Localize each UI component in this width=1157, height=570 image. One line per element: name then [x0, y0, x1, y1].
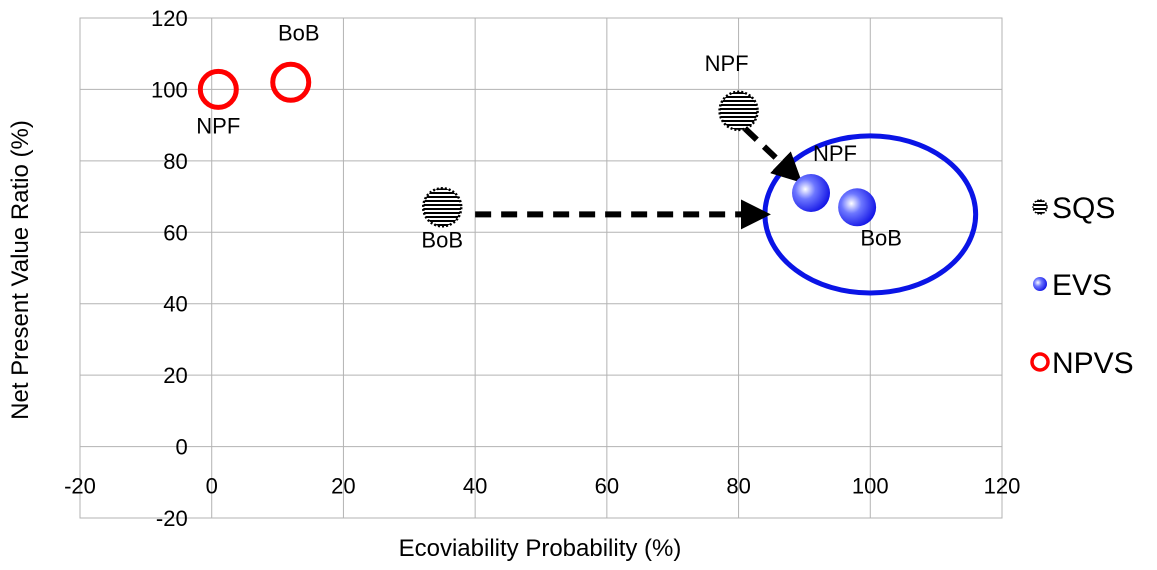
legend: SQS EVS NPVS — [1030, 192, 1134, 380]
y-axis-title: Net Present Value Ratio (%) — [7, 120, 34, 420]
point-label: NPF — [813, 141, 857, 166]
npvs-point — [270, 61, 312, 103]
point-label: BoB — [421, 227, 463, 252]
legend-swatch-sqs — [1032, 199, 1048, 215]
legend-swatch-evs — [1033, 277, 1047, 291]
x-tick-label: 100 — [852, 474, 889, 499]
plot-frame — [79, 17, 1003, 519]
legend-swatch-npvs — [1030, 352, 1050, 372]
y-tick-label: 100 — [151, 77, 188, 102]
annotation-layer — [475, 126, 979, 296]
y-tick-label: 80 — [163, 149, 187, 174]
legend-label: SQS — [1052, 192, 1115, 225]
transition-arrow — [743, 126, 803, 183]
y-tick-label: 40 — [163, 292, 187, 317]
x-tick-label: -20 — [64, 474, 96, 499]
npvs-point — [197, 68, 239, 110]
x-tick-label: 60 — [595, 474, 619, 499]
x-tick-label: 0 — [206, 474, 218, 499]
axis-labels-layer: -20 0 20 40 60 80 100 120 -20 0 20 40 60 80 100 120 — [64, 6, 1020, 531]
sqs-point — [421, 187, 463, 228]
point-label: BoB — [860, 225, 902, 250]
y-tick-label: 20 — [163, 363, 187, 388]
legend-label: NPVS — [1052, 347, 1134, 380]
x-tick-label: 40 — [463, 474, 487, 499]
y-tick-label: 120 — [151, 6, 188, 31]
points-layer: BoB NPF NPF BoB NPF BoB — [196, 20, 902, 252]
x-axis-title: Ecoviability Probability (%) — [399, 535, 682, 562]
sqs-point — [718, 90, 759, 132]
x-tick-label: 80 — [726, 474, 750, 499]
point-label: BoB — [278, 20, 320, 45]
grid-layer — [79, 17, 1003, 519]
x-tick-label: 120 — [984, 474, 1021, 499]
y-tick-label: 60 — [163, 220, 187, 245]
x-tick-label: 20 — [331, 474, 355, 499]
evs-point — [838, 188, 877, 227]
evs-point — [792, 174, 831, 212]
point-label: NPF — [705, 51, 749, 76]
y-tick-label: -20 — [156, 506, 188, 531]
point-label: NPF — [196, 113, 240, 138]
legend-label: EVS — [1052, 269, 1112, 302]
y-tick-label: 0 — [175, 435, 187, 460]
